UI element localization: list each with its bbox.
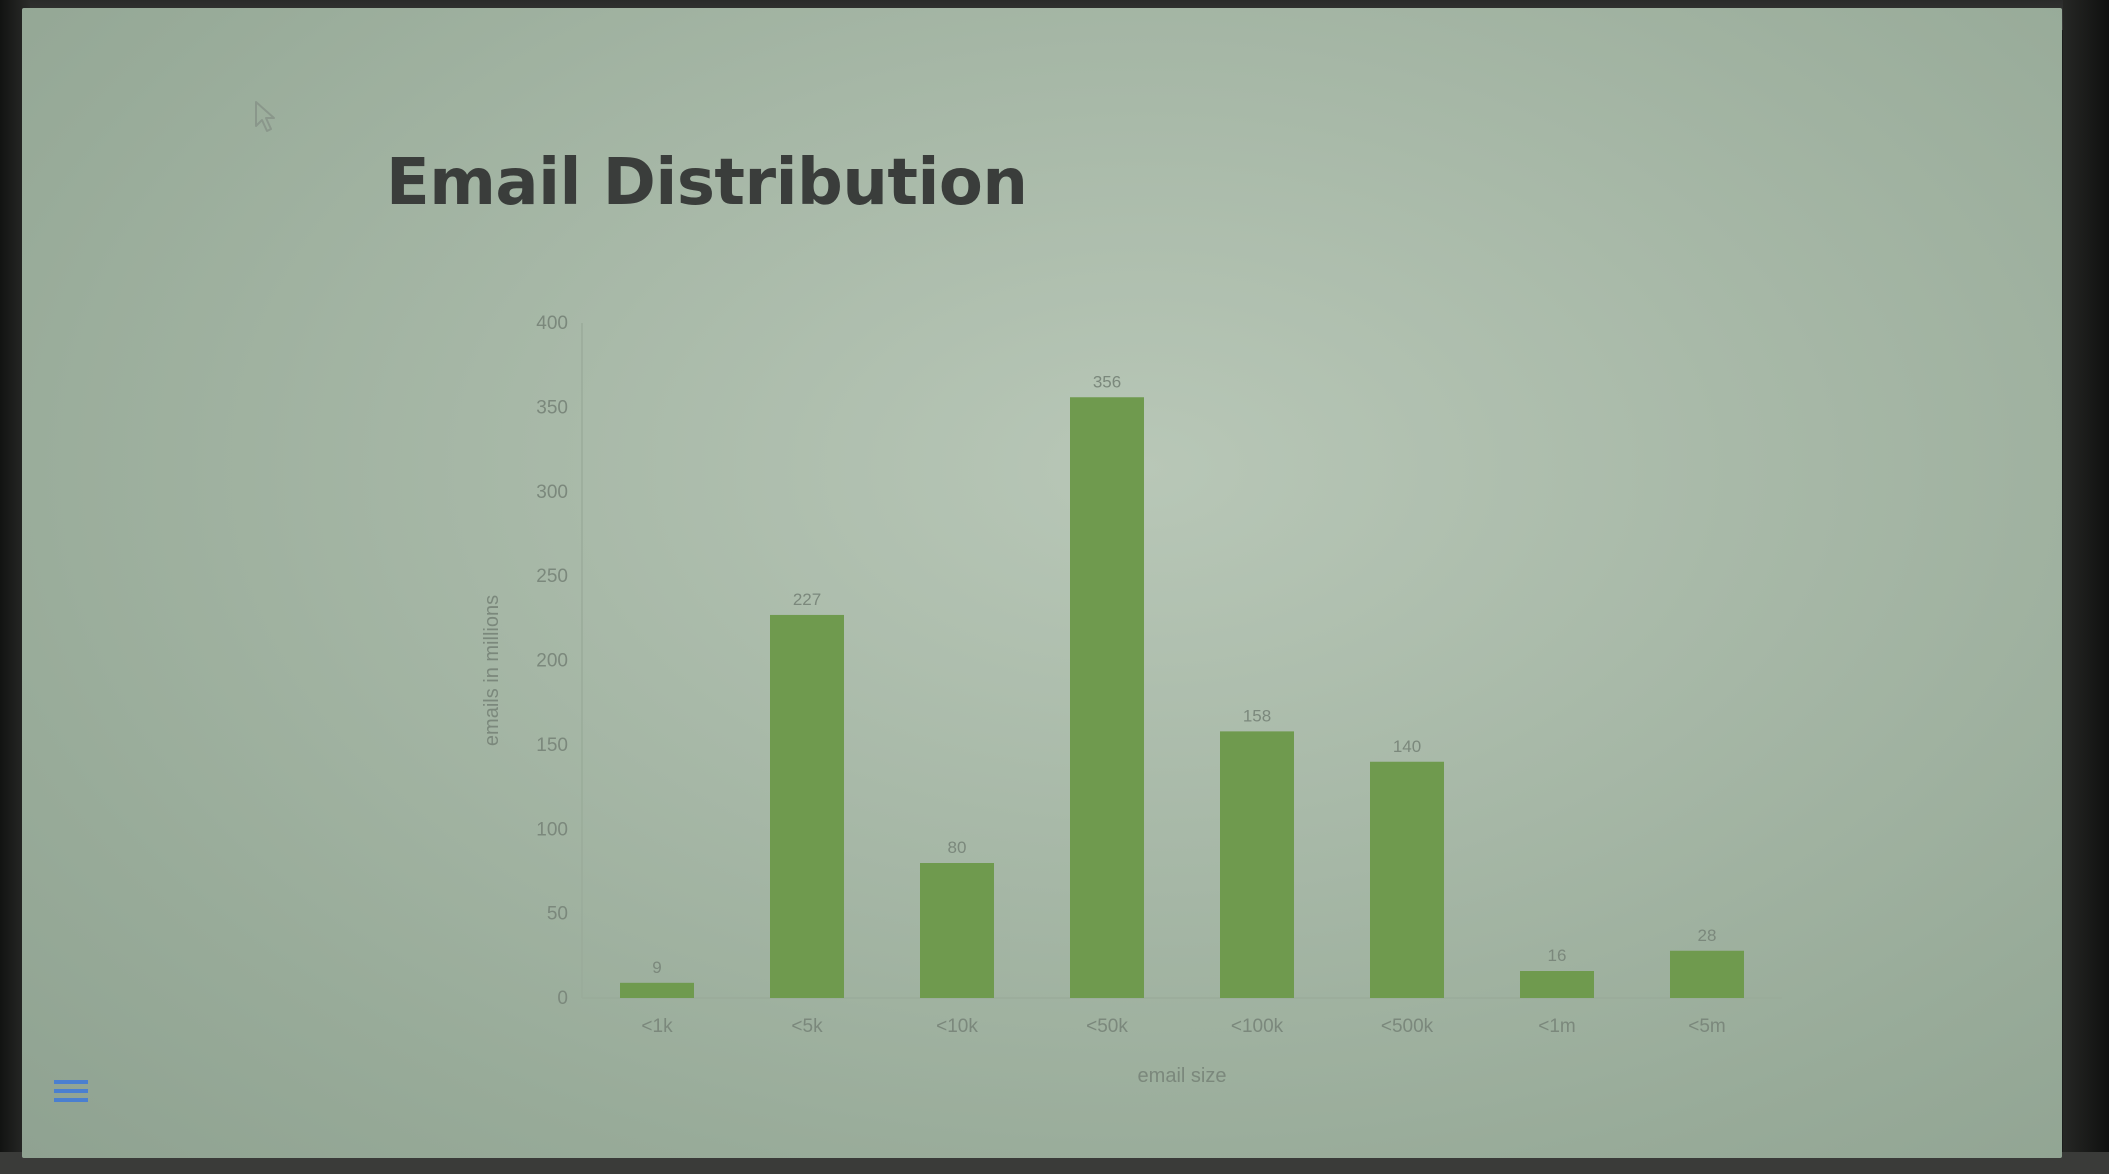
hamburger-menu-icon[interactable] <box>52 1076 90 1106</box>
x-axis-title: email size <box>1138 1065 1227 1087</box>
x-tick-label: <5k <box>791 1016 823 1037</box>
y-tick-label: 200 <box>536 651 568 672</box>
y-tick-label: 400 <box>536 313 568 334</box>
y-tick-label: 50 <box>547 904 568 925</box>
x-tick-label: <50k <box>1086 1016 1128 1037</box>
projected-slide: Email Distribution 0 50 100 150 200 250 300 350… <box>22 8 2062 1158</box>
y-tick-label: 0 <box>557 988 568 1009</box>
monitor-bezel-right <box>2063 0 2109 1174</box>
slide-title: Email Distribution <box>386 146 1028 220</box>
x-tick-label: <5m <box>1688 1016 1726 1037</box>
bar-value-label: 158 <box>1243 706 1271 725</box>
bar-value-label: 227 <box>793 590 821 609</box>
bar-1 <box>770 614 844 998</box>
bar-6 <box>1520 971 1594 998</box>
y-tick-label: 150 <box>536 735 568 756</box>
bar-value-label: 80 <box>948 838 967 857</box>
y-axis-title: emails in millions <box>481 595 503 746</box>
bar-value-label: 356 <box>1093 372 1121 391</box>
x-tick-label: <100k <box>1231 1016 1284 1037</box>
y-tick-label: 250 <box>536 566 568 587</box>
bar-4 <box>1220 731 1294 998</box>
bar-7 <box>1670 950 1744 998</box>
bar-5 <box>1370 761 1444 998</box>
x-tick-label: <10k <box>936 1016 978 1037</box>
x-tick-label: <1k <box>641 1016 673 1037</box>
y-tick-label: 100 <box>536 819 568 840</box>
bar-value-label: 9 <box>652 958 661 977</box>
bar-value-label: 28 <box>1698 926 1717 945</box>
y-tick-label: 350 <box>536 397 568 418</box>
x-tick-label: <500k <box>1381 1016 1434 1037</box>
bar-value-label: 16 <box>1548 946 1567 965</box>
bar-value-label: 140 <box>1393 737 1421 756</box>
x-tick-label: <1m <box>1538 1016 1576 1037</box>
bar-2 <box>920 863 994 998</box>
mouse-pointer-icon <box>255 101 275 132</box>
bar-0 <box>620 982 694 998</box>
bar-3 <box>1070 397 1144 998</box>
y-tick-label: 300 <box>536 482 568 503</box>
email-distribution-chart: 0 50 100 150 200 250 300 350 400 9 <1k 227 <5k 80 <10k… <box>481 313 1782 1087</box>
